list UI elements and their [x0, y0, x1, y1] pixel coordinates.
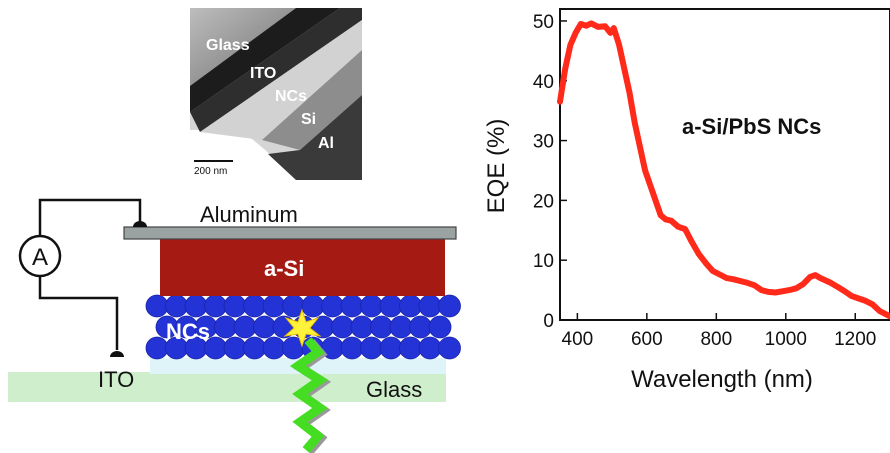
nanocrystal-sphere: [253, 315, 276, 339]
glass-label: Glass: [366, 377, 422, 402]
x-tick-label: 600: [631, 329, 663, 350]
nanocrystal-sphere: [214, 315, 237, 339]
sem-al-band: [262, 50, 362, 150]
nanocrystal-sphere: [350, 315, 374, 339]
nanocrystal-sphere: [360, 336, 383, 360]
chart-annotation: a-Si/PbS NCs: [682, 114, 821, 139]
aluminum-electrode: [123, 226, 457, 240]
y-axis-ticks: 0 10 20 30 40 50: [533, 12, 567, 332]
nanocrystal-sphere: [145, 294, 169, 318]
nanocrystal-sphere: [428, 315, 452, 339]
x-axis-title: Wavelength (nm): [631, 366, 813, 393]
nanocrystal-sphere: [379, 336, 403, 360]
sem-label-si: Si: [301, 111, 316, 128]
nanocrystal-sphere: [331, 315, 354, 339]
eqe-curve: [557, 20, 890, 320]
glass-substrate: [8, 372, 446, 402]
aluminum-label: Aluminum: [200, 202, 298, 227]
sem-si-band: [200, 20, 362, 140]
nanocrystal-sphere: [321, 294, 344, 318]
device-schematic: A Aluminum a-Si NCs ITO Glass: [8, 198, 461, 453]
y-axis-title: EQE (%): [483, 119, 510, 214]
ammeter-label: A: [32, 244, 48, 271]
nanocrystal-sphere: [184, 294, 208, 318]
plot-frame: [559, 8, 890, 321]
nanocrystal-sphere: [243, 294, 266, 318]
nanocrystal-sphere: [223, 336, 247, 360]
photon-wave-front: [289, 337, 329, 453]
y-tick-label: 0: [543, 311, 554, 332]
eqe-chart: 0 10 20 30 40 50 400 600 800 1000 1200 a-Si/PbS N…: [483, 8, 890, 393]
sem-substrate: [268, 95, 362, 180]
nanocrystal-sphere: [389, 315, 413, 339]
nanocrystal-sphere: [360, 294, 383, 318]
bottom-contact: [110, 351, 124, 357]
nanocrystal-sphere: [204, 294, 227, 318]
nanocrystal-sphere: [233, 315, 257, 339]
nanocrystal-sphere: [262, 336, 286, 360]
asi-label: a-Si: [264, 256, 304, 281]
x-tick-label: 1200: [834, 329, 876, 350]
y-tick-label: 30: [533, 132, 554, 153]
y-tick-label: 40: [533, 72, 554, 93]
nanocrystal-sphere: [370, 315, 393, 339]
sem-ncs-band: [190, 8, 362, 132]
circuit-wire-top: [38, 198, 142, 237]
nanocrystal-sphere: [145, 336, 169, 360]
nanocrystal-sphere: [262, 294, 286, 318]
asi-layer: [160, 238, 445, 296]
absorption-spark: [283, 308, 322, 348]
circuit-wire-bottom: [38, 276, 119, 350]
x-tick-label: 400: [562, 329, 594, 350]
sem-scale-label: 200 nm: [194, 166, 227, 177]
top-contact: [133, 221, 147, 227]
sem-label-ncs: NCs: [275, 88, 307, 105]
nanocrystal-sphere: [340, 336, 364, 360]
nanocrystal-sphere: [418, 294, 442, 318]
nanocrystal-sphere: [301, 294, 325, 318]
nc-layer: [145, 294, 461, 360]
nanocrystal-sphere: [379, 294, 403, 318]
sem-label-ito: ITO: [250, 65, 276, 82]
sem-image: Glass ITO NCs Si Al 200 nm: [190, 8, 362, 180]
nanocrystal-sphere: [165, 294, 188, 318]
nanocrystal-sphere: [223, 294, 247, 318]
y-tick-label: 50: [533, 12, 554, 33]
nanocrystal-sphere: [438, 336, 461, 360]
x-axis-ticks: 400 600 800 1000 1200: [562, 313, 876, 350]
ammeter-symbol: [18, 234, 62, 278]
nanocrystal-sphere: [340, 294, 364, 318]
ito-label: ITO: [98, 367, 134, 392]
ncs-label: NCs: [166, 319, 210, 344]
nanocrystal-sphere: [399, 336, 422, 360]
nanocrystal-sphere: [438, 294, 461, 318]
x-tick-label: 800: [700, 329, 732, 350]
y-tick-label: 20: [533, 191, 554, 212]
sem-label-al: Al: [318, 135, 334, 152]
nanocrystal-sphere: [409, 315, 432, 339]
nanocrystal-sphere: [418, 336, 442, 360]
nanocrystal-sphere: [243, 336, 266, 360]
nanocrystal-sphere: [399, 294, 422, 318]
sem-label-glass: Glass: [206, 37, 250, 54]
y-tick-label: 10: [533, 251, 554, 272]
x-tick-label: 1000: [765, 329, 807, 350]
